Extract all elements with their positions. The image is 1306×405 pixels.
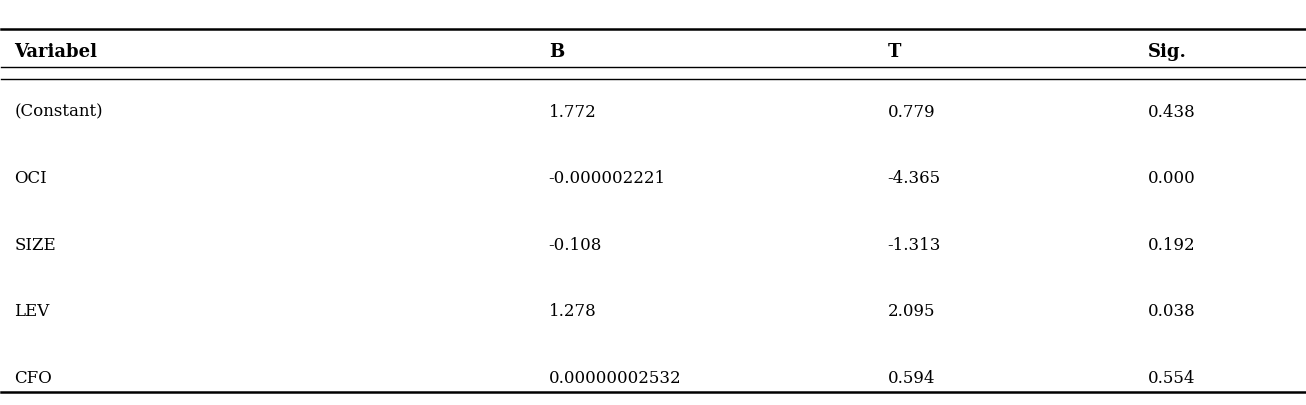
Text: -0.000002221: -0.000002221 — [549, 170, 666, 187]
Text: T: T — [888, 43, 901, 61]
Text: Variabel: Variabel — [14, 43, 98, 61]
Text: (Constant): (Constant) — [14, 104, 103, 120]
Text: 0.000: 0.000 — [1148, 170, 1196, 187]
Text: CFO: CFO — [14, 369, 52, 386]
Text: OCI: OCI — [14, 170, 47, 187]
Text: 0.192: 0.192 — [1148, 236, 1196, 253]
Text: 0.038: 0.038 — [1148, 303, 1196, 320]
Text: 0.438: 0.438 — [1148, 104, 1196, 120]
Text: 1.772: 1.772 — [549, 104, 597, 120]
Text: 1.278: 1.278 — [549, 303, 597, 320]
Text: 0.594: 0.594 — [888, 369, 935, 386]
Text: B: B — [549, 43, 564, 61]
Text: LEV: LEV — [14, 303, 50, 320]
Text: -0.108: -0.108 — [549, 236, 602, 253]
Text: 2.095: 2.095 — [888, 303, 935, 320]
Text: Sig.: Sig. — [1148, 43, 1187, 61]
Text: -1.313: -1.313 — [888, 236, 940, 253]
Text: 0.554: 0.554 — [1148, 369, 1196, 386]
Text: 0.00000002532: 0.00000002532 — [549, 369, 682, 386]
Text: -4.365: -4.365 — [888, 170, 940, 187]
Text: SIZE: SIZE — [14, 236, 56, 253]
Text: 0.779: 0.779 — [888, 104, 935, 120]
